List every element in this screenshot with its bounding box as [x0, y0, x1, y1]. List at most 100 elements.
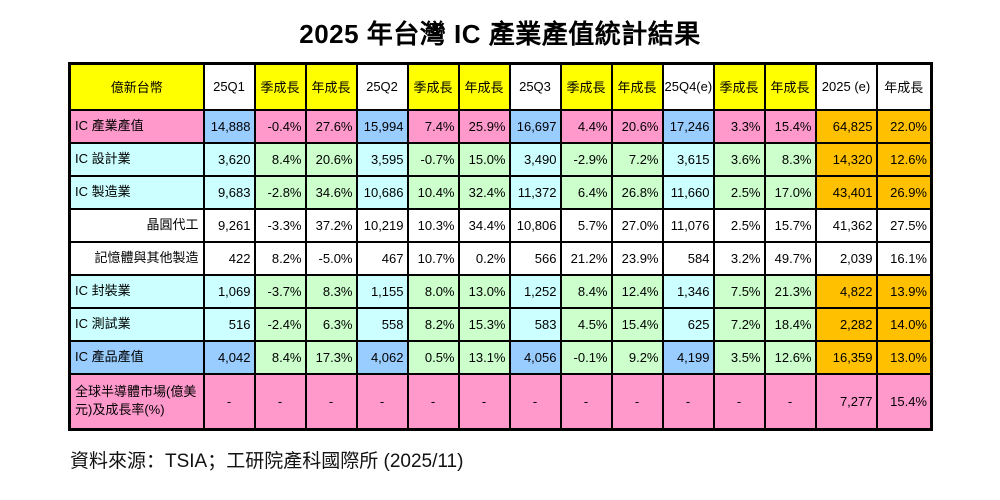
col-header-9: 年成長	[610, 62, 664, 111]
row-label: IC 製造業	[68, 174, 205, 210]
table-cell: 6.4%	[559, 174, 613, 210]
table-cell: 9.2%	[610, 339, 664, 375]
table-cell: 516	[202, 306, 256, 342]
table-cell: -	[559, 372, 613, 431]
table-cell: 15.4%	[763, 108, 817, 144]
table-row: IC 製造業 9,683 -2.8% 34.6% 10,686 10.4% 32.4% 11,…	[68, 174, 933, 210]
table-cell: 3.5%	[712, 339, 766, 375]
table-cell: 11,076	[661, 207, 715, 243]
table-cell: -	[355, 372, 409, 431]
table-cell: 584	[661, 240, 715, 276]
table-cell: 11,372	[508, 174, 562, 210]
table-body: IC 產業產值 14,888 -0.4% 27.6% 15,994 7.4% 25.9% 16…	[68, 108, 933, 431]
col-header-14: 年成長	[875, 62, 933, 111]
table-cell: -	[457, 372, 511, 431]
col-header-7: 25Q3	[508, 62, 562, 111]
table-row: IC 設計業 3,620 8.4% 20.6% 3,595 -0.7% 15.0% 3,490…	[68, 141, 933, 177]
table-cell: -0.1%	[559, 339, 613, 375]
table-cell: 12.6%	[875, 141, 933, 177]
table-cell: -	[763, 372, 817, 431]
table-cell: -	[508, 372, 562, 431]
col-header-1: 25Q1	[202, 62, 256, 111]
table-cell: 41,362	[814, 207, 878, 243]
table-cell: 9,683	[202, 174, 256, 210]
table-cell: 3.6%	[712, 141, 766, 177]
table-cell: 20.6%	[304, 141, 358, 177]
table-cell: 13.9%	[875, 273, 933, 309]
table-cell: 8.4%	[253, 339, 307, 375]
table-cell: 25.9%	[457, 108, 511, 144]
table-cell: 22.0%	[875, 108, 933, 144]
table-cell: 6.3%	[304, 306, 358, 342]
col-header-10: 25Q4(e)	[661, 62, 715, 111]
table-cell: 4,042	[202, 339, 256, 375]
table-cell: 1,346	[661, 273, 715, 309]
row-label: 晶圓代工	[68, 207, 205, 243]
table-cell: 10,806	[508, 207, 562, 243]
table-cell: 16,697	[508, 108, 562, 144]
table-cell: -	[661, 372, 715, 431]
table-cell: 8.4%	[559, 273, 613, 309]
table-cell: 18.4%	[763, 306, 817, 342]
col-header-3: 年成長	[304, 62, 358, 111]
table-cell: -	[406, 372, 460, 431]
table-cell: 4.4%	[559, 108, 613, 144]
table-row: IC 產業產值 14,888 -0.4% 27.6% 15,994 7.4% 25.9% 16…	[68, 108, 933, 144]
table-cell: 4,822	[814, 273, 878, 309]
table-cell: 7,277	[814, 372, 878, 431]
table-cell: 4,056	[508, 339, 562, 375]
row-label: IC 封裝業	[68, 273, 205, 309]
table-cell: 64,825	[814, 108, 878, 144]
table-cell: 3,595	[355, 141, 409, 177]
table-cell: 4,062	[355, 339, 409, 375]
row-label: 全球半導體市場(億美元)及成長率(%)	[68, 372, 205, 431]
table-cell: 23.9%	[610, 240, 664, 276]
table-cell: 20.6%	[610, 108, 664, 144]
table-cell: 14,320	[814, 141, 878, 177]
unit-header: 億新台幣	[68, 62, 205, 111]
table-row: IC 測試業 516 -2.4% 6.3% 558 8.2% 15.3% 583 4.5% 15.…	[68, 306, 933, 342]
table-cell: 583	[508, 306, 562, 342]
table-cell: 2,282	[814, 306, 878, 342]
table-cell: 8.2%	[406, 306, 460, 342]
source-note: 資料來源：TSIA；工研院產科國際所 (2025/11)	[70, 451, 464, 472]
table-cell: 21.2%	[559, 240, 613, 276]
table-cell: 13.1%	[457, 339, 511, 375]
table-cell: 27.5%	[875, 207, 933, 243]
table-cell: 15.0%	[457, 141, 511, 177]
table-row: 晶圓代工 9,261 -3.3% 37.2% 10,219 10.3% 34.4% 10,80…	[68, 207, 933, 243]
table-cell: 10,219	[355, 207, 409, 243]
table-cell: 27.0%	[610, 207, 664, 243]
table-cell: 10.3%	[406, 207, 460, 243]
table-cell: -0.4%	[253, 108, 307, 144]
table-cell: 12.6%	[763, 339, 817, 375]
table-cell: -3.7%	[253, 273, 307, 309]
table-cell: -	[202, 372, 256, 431]
table-cell: 26.9%	[875, 174, 933, 210]
table-cell: 10.4%	[406, 174, 460, 210]
table-cell: 17.0%	[763, 174, 817, 210]
table-cell: 17,246	[661, 108, 715, 144]
table-cell: -	[304, 372, 358, 431]
table-cell: 0.2%	[457, 240, 511, 276]
table-cell: 15.7%	[763, 207, 817, 243]
table-cell: 422	[202, 240, 256, 276]
table-cell: 3,490	[508, 141, 562, 177]
ic-stats-table: 億新台幣 25Q1 季成長 年成長 25Q2 季成長 年成長 25Q3 季成長 年成長 25Q4(e…	[68, 62, 933, 431]
table-cell: 8.0%	[406, 273, 460, 309]
col-header-5: 季成長	[406, 62, 460, 111]
table-cell: 4,199	[661, 339, 715, 375]
table-cell: -2.4%	[253, 306, 307, 342]
col-header-11: 季成長	[712, 62, 766, 111]
table-cell: 9,261	[202, 207, 256, 243]
table-cell: 1,252	[508, 273, 562, 309]
table-cell: -	[253, 372, 307, 431]
table-cell: 8.3%	[763, 141, 817, 177]
row-label: IC 產業產值	[68, 108, 205, 144]
table-cell: 13.0%	[875, 339, 933, 375]
table-cell: 558	[355, 306, 409, 342]
table-cell: 1,069	[202, 273, 256, 309]
table-cell: 2,039	[814, 240, 878, 276]
table-row: IC 產品產值 4,042 8.4% 17.3% 4,062 0.5% 13.1% 4,056…	[68, 339, 933, 375]
